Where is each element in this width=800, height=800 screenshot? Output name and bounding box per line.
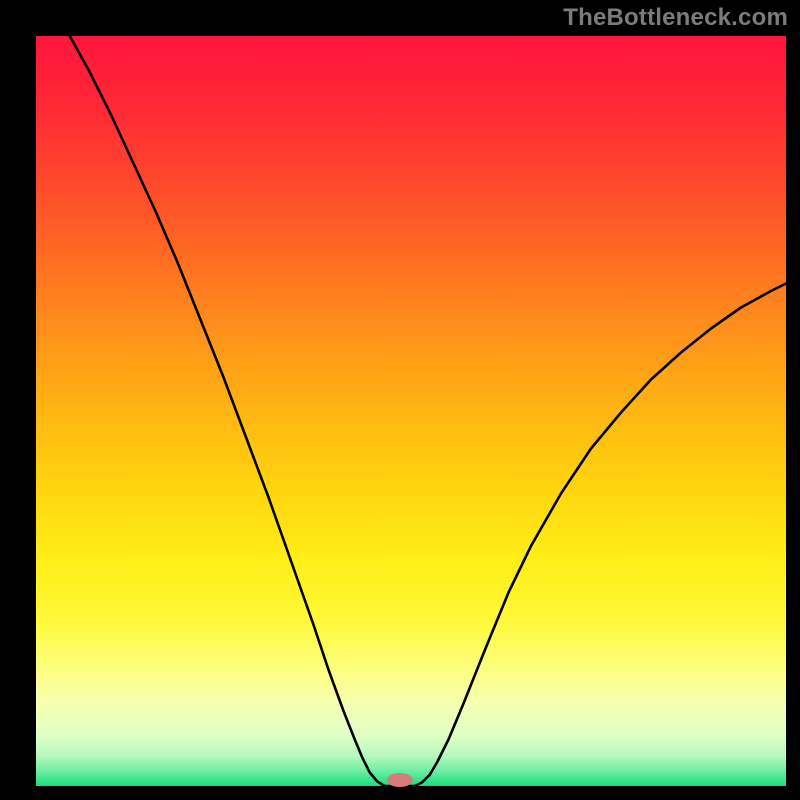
chart-container: TheBottleneck.com — [0, 0, 800, 800]
watermark-text: TheBottleneck.com — [563, 4, 788, 32]
plot-gradient-background — [36, 36, 786, 786]
optimal-point-marker — [387, 773, 413, 787]
bottleneck-chart — [0, 0, 800, 800]
